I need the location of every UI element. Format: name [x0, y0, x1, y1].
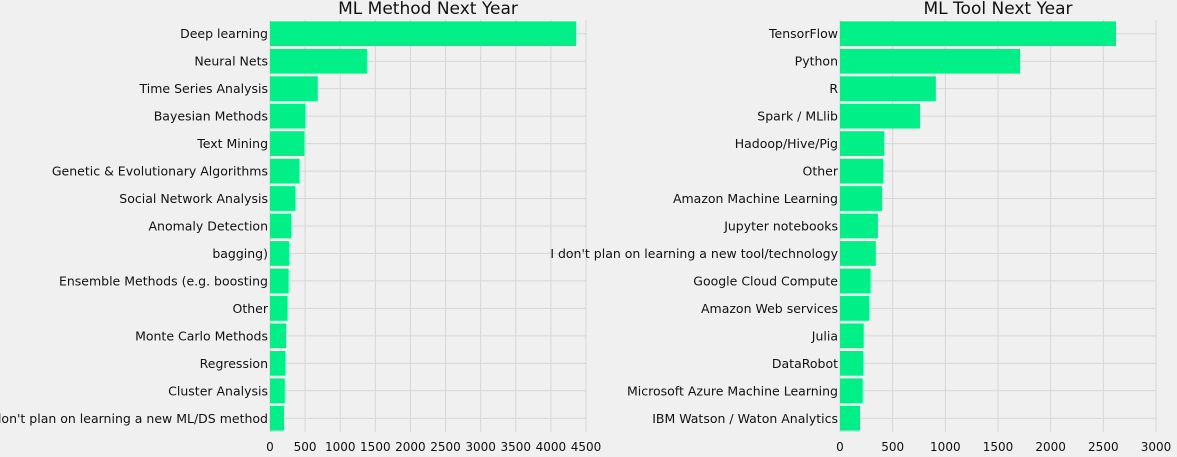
category-label: Amazon Machine Learning [673, 191, 838, 206]
bar [270, 268, 289, 294]
category-label: Python [795, 54, 838, 69]
category-label: Neural Nets [194, 54, 268, 69]
bar [270, 76, 318, 102]
bar [840, 405, 861, 431]
bar [270, 323, 287, 349]
category-label: Hadoop/Hive/Pig [735, 136, 838, 151]
bar [270, 48, 367, 74]
bar [840, 296, 869, 321]
category-label: IBM Watson / Waton Analytics [652, 411, 838, 426]
chart-panel-ml-method: ML Method Next Year 0 500 1000 1500 2000 2500… [0, 0, 601, 454]
category-label: Google Cloud Compute [693, 273, 838, 288]
x-tick-label: 500 [881, 440, 904, 454]
bar [840, 131, 885, 156]
bar [840, 103, 921, 129]
bar [840, 241, 876, 266]
category-label: DataRobot [772, 356, 838, 371]
bar [270, 213, 292, 239]
bar [270, 350, 286, 376]
category-label: Regression [200, 356, 268, 371]
chart-title-ml-tool: ML Tool Next Year [924, 0, 1073, 19]
category-label: Jupyter notebooks [723, 219, 838, 234]
bar [840, 76, 936, 102]
category-label: Genetic & Evolutionary Algorithms [52, 164, 268, 179]
category-label: Time Series Analysis [139, 81, 268, 96]
ml-method-plot: 0 500 1000 1500 2000 2500 3000 3500 4000 4500 Deep… [0, 20, 601, 454]
bar [840, 158, 884, 184]
category-label: Cluster Analysis [168, 383, 268, 398]
bar [270, 186, 296, 211]
x-tick-label: 3500 [501, 440, 532, 454]
category-label: TensorFlow [768, 26, 838, 41]
bar [840, 350, 864, 376]
x-tick-label: 4000 [536, 440, 567, 454]
category-label: Text Mining [196, 136, 268, 151]
category-label: Ensemble Methods (e.g. boosting [59, 273, 268, 288]
bar [840, 48, 1021, 74]
x-tick-label: 1500 [360, 440, 391, 454]
x-tick-label: 0 [266, 440, 274, 454]
x-tick-label: 2000 [1035, 440, 1066, 454]
category-label: Monte Carlo Methods [135, 328, 268, 343]
bar [270, 131, 305, 156]
bar [270, 378, 285, 404]
category-label: Microsoft Azure Machine Learning [627, 383, 838, 398]
chart-title-ml-method: ML Method Next Year [338, 0, 518, 19]
x-tick-label: 1500 [983, 440, 1014, 454]
x-tick-label: 1000 [325, 440, 356, 454]
ml-tool-plot: 0 500 1000 1500 2000 2500 3000 TensorFlow Python… [550, 20, 1171, 454]
category-label: Julia [811, 328, 838, 343]
category-label: Social Network Analysis [119, 191, 268, 206]
x-tick-label: 0 [836, 440, 844, 454]
category-label: Deep learning [180, 26, 268, 41]
category-label: Other [803, 164, 839, 179]
bar [270, 296, 288, 321]
category-label: R [829, 81, 838, 96]
category-label: Other [233, 301, 269, 316]
x-tick-label: 3000 [465, 440, 496, 454]
bar [270, 103, 306, 129]
x-tick-label: 2000 [395, 440, 426, 454]
bar [270, 241, 289, 266]
category-label: Amazon Web services [701, 301, 838, 316]
category-label: I don't plan on learning a new ML/DS met… [0, 411, 268, 426]
x-tick-label: 4500 [571, 440, 602, 454]
x-tick-label: 1000 [930, 440, 961, 454]
x-tick-label: 3000 [1141, 440, 1172, 454]
x-tick-label: 500 [294, 440, 317, 454]
chart-panel-ml-tool: ML Tool Next Year 0 500 1000 1500 2000 2500 30… [550, 0, 1171, 454]
bar [840, 378, 863, 404]
bar [270, 21, 577, 47]
bar [840, 21, 1116, 47]
bar [270, 405, 285, 431]
bar [840, 213, 878, 239]
x-tick-label: 2500 [1088, 440, 1119, 454]
category-label: bagging) [212, 246, 268, 261]
bar [840, 268, 871, 294]
bar [840, 323, 864, 349]
x-tick-label: 2500 [430, 440, 461, 454]
category-label: Spark / MLlib [757, 109, 838, 124]
category-label: I don't plan on learning a new tool/tech… [550, 246, 838, 261]
category-label: Anomaly Detection [148, 219, 268, 234]
bar [270, 158, 300, 184]
category-label: Bayesian Methods [154, 109, 268, 124]
bar [840, 186, 883, 211]
